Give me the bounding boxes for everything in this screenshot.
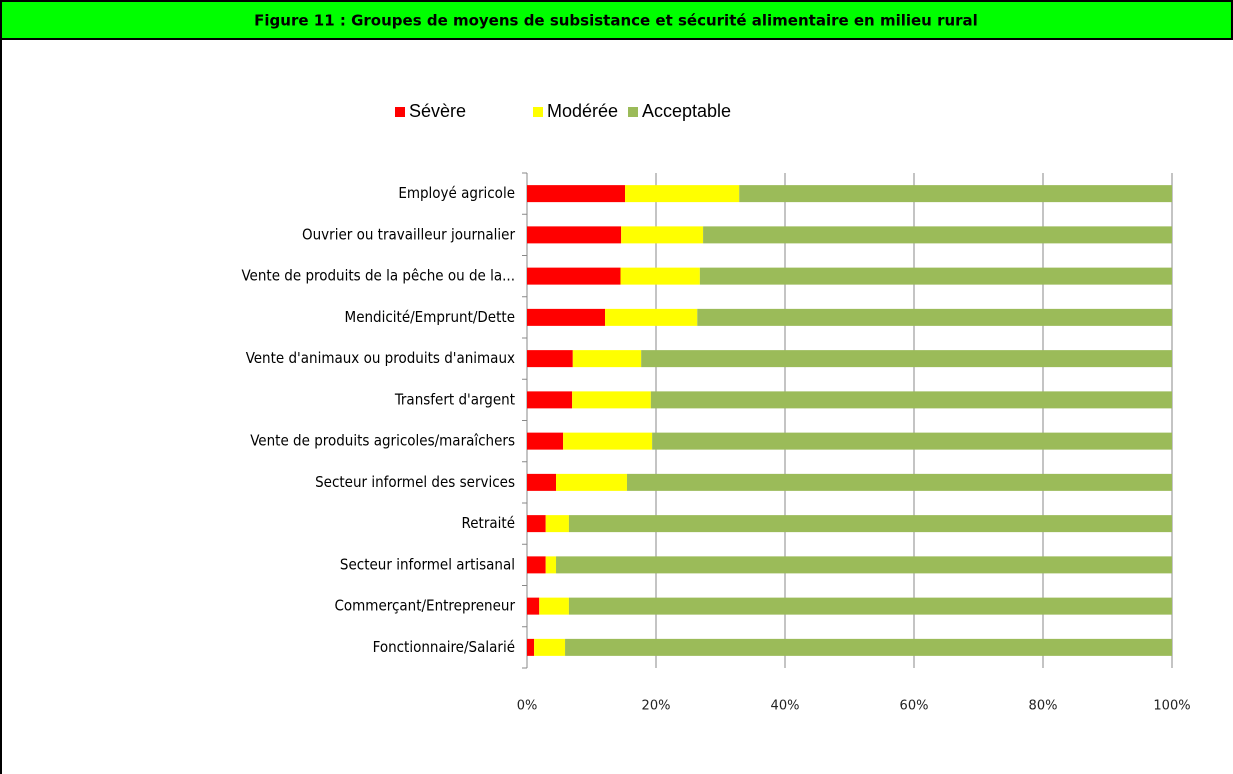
- bar-segment: [527, 638, 535, 656]
- chart-title: Figure 11 : Groupes de moyens de subsist…: [254, 12, 978, 30]
- bar-segment: [697, 308, 1172, 326]
- bar-segment: [556, 473, 627, 491]
- bar-segment: [568, 597, 1172, 615]
- bar-segment: [568, 515, 1172, 533]
- header: [0, 0, 1233, 40]
- bar-segment: [527, 597, 540, 615]
- y-tick-label: Vente de produits de la pêche ou de la..…: [241, 267, 515, 285]
- bar-segment: [565, 638, 1172, 656]
- bar-segment: [605, 308, 698, 326]
- bar-segment: [527, 267, 621, 285]
- y-tick-label: Ouvrier ou travailleur journalier: [302, 225, 515, 243]
- bar-segment: [556, 556, 1172, 574]
- bar-segment: [527, 226, 622, 244]
- y-tick-label: Transfert d'argent: [394, 390, 515, 408]
- bar-segment: [527, 185, 626, 203]
- bar-segment: [527, 308, 606, 326]
- bar-segment: [650, 391, 1172, 409]
- bar-segment: [545, 556, 557, 574]
- bar-segment: [527, 473, 557, 491]
- x-tick-label: 20%: [642, 699, 671, 714]
- y-tick-label: Vente de produits agricoles/maraîchers: [250, 432, 515, 450]
- bar-segment: [527, 432, 564, 450]
- legend-swatch: [395, 107, 405, 117]
- bar-segment: [563, 432, 653, 450]
- bar-segment: [545, 515, 569, 533]
- bar-segment: [739, 185, 1172, 203]
- legend-label: Acceptable: [642, 101, 731, 121]
- bar-segment: [572, 350, 642, 368]
- bar-segment: [620, 267, 700, 285]
- bar-segment: [539, 597, 569, 615]
- bar-segment: [527, 391, 573, 409]
- bar-segment: [527, 350, 573, 368]
- x-tick-label: 100%: [1153, 699, 1190, 714]
- x-tick-label: 40%: [771, 699, 800, 714]
- x-tick-label: 60%: [900, 699, 929, 714]
- x-tick-label: 80%: [1029, 699, 1058, 714]
- y-tick-label: Commerçant/Entrepreneur: [334, 597, 515, 615]
- y-tick-label: Vente d'animaux ou produits d'animaux: [246, 349, 515, 367]
- bar-segment: [527, 515, 546, 533]
- legend-swatch: [628, 107, 638, 117]
- bar-segment: [626, 473, 1172, 491]
- y-tick-label: Mendicité/Emprunt/Dette: [345, 308, 515, 326]
- x-tick-label: 0%: [517, 699, 538, 714]
- y-tick-label: Fonctionnaire/Salarié: [373, 638, 515, 656]
- bar-segment: [652, 432, 1172, 450]
- legend-label: Modérée: [547, 101, 618, 121]
- bar-segment: [527, 556, 546, 574]
- bar-segment: [534, 638, 566, 656]
- legend-swatch: [533, 107, 543, 117]
- y-tick-label: Retraité: [462, 514, 515, 532]
- bar-segment: [703, 226, 1172, 244]
- y-tick-label: Employé agricole: [398, 184, 515, 202]
- bar-segment: [621, 226, 704, 244]
- bar-segment: [641, 350, 1172, 368]
- y-tick-label: Secteur informel des services: [315, 473, 515, 491]
- bar-segment: [572, 391, 651, 409]
- bar-segment: [625, 185, 740, 203]
- bar-segment: [699, 267, 1172, 285]
- legend-label: Sévère: [409, 101, 466, 121]
- y-tick-label: Secteur informel artisanal: [340, 555, 515, 573]
